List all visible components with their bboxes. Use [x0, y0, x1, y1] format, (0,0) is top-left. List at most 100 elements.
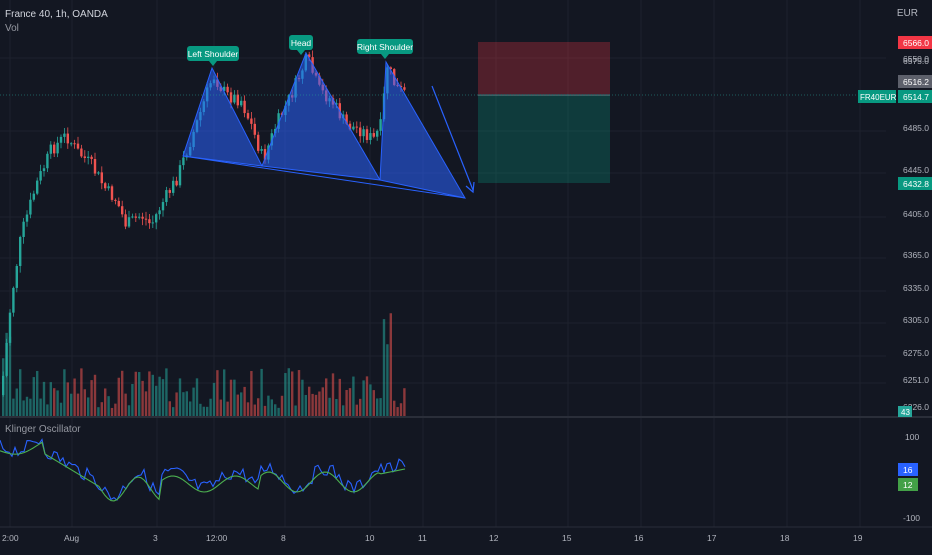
time-label: 12:00 [206, 533, 228, 543]
candle-body [131, 216, 134, 218]
volume-bar [175, 392, 178, 416]
oscillator-title[interactable]: Klinger Oscillator [5, 424, 81, 435]
label-left-shoulder[interactable]: Left Shoulder [187, 46, 239, 66]
chart-legend[interactable]: France 40, 1h, OANDA Vol [5, 8, 108, 36]
volume-bar [314, 394, 318, 416]
volume-bar [90, 380, 93, 416]
price-tick: 6335.0 [903, 283, 929, 293]
volume-bar [148, 371, 151, 416]
candle-body [97, 172, 100, 174]
price-tick: 6575.0 [903, 56, 929, 66]
volume-bar [382, 319, 386, 416]
volume-bar [226, 401, 229, 416]
volume-bar [291, 371, 294, 416]
volume-bar [182, 392, 185, 416]
pattern-triangle-head[interactable] [261, 51, 381, 181]
time-axis[interactable]: 2:00 Aug 3 12:00 8 9 10 11 12 15 16 17 1… [0, 526, 932, 543]
volume-bar [206, 406, 209, 416]
candle-body [117, 200, 120, 207]
candle-body [369, 133, 372, 140]
take-profit-zone[interactable] [478, 95, 610, 183]
volume-bar [25, 396, 29, 416]
volume-bar [42, 381, 46, 416]
stop-loss-zone[interactable] [478, 42, 610, 94]
volume-bar [376, 398, 379, 416]
price-tick: 6305.0 [903, 315, 929, 325]
target-price-label: 6432.8 [903, 179, 929, 189]
candle-body [56, 142, 59, 154]
price-tick: 6226.0 [903, 402, 929, 412]
candle-body [151, 222, 154, 224]
volume-bar [399, 403, 403, 416]
volume-bar [110, 407, 114, 416]
head-and-shoulders-pattern[interactable] [182, 51, 475, 199]
candle-body [42, 168, 46, 172]
label-right-shoulder[interactable]: Right Shoulder [357, 39, 413, 59]
candle-body [25, 214, 29, 222]
volume-bar [36, 370, 39, 416]
volume-bar [131, 383, 134, 416]
volume-bar [304, 394, 307, 416]
volume-bar [66, 382, 69, 416]
candle-body [263, 149, 267, 160]
pattern-triangle-right[interactable] [379, 60, 466, 199]
oscillator-axis[interactable]: 100 -100 16 12 [898, 432, 920, 523]
currency-label: EUR [896, 8, 918, 19]
candle-body [243, 100, 246, 114]
volume-bar [83, 389, 86, 416]
volume-bar [321, 387, 324, 416]
time-label: 15 [562, 533, 572, 543]
symbol-price-badge [898, 90, 932, 103]
time-label: 2:00 [2, 533, 19, 543]
candle-body [165, 190, 168, 203]
candle-body [345, 114, 348, 124]
short-position-tool[interactable] [478, 42, 610, 183]
candle-body [257, 134, 260, 151]
candle-body [389, 67, 392, 70]
neckline[interactable] [182, 155, 466, 199]
projection-arrow[interactable] [431, 85, 474, 191]
volume-bar [277, 407, 280, 416]
volume-bar [97, 407, 100, 416]
price-axis[interactable]: 6575.0 6550.0 6485.0 6445.0 6405.0 6365.… [858, 36, 932, 417]
volume-bar [80, 368, 83, 416]
volume-bar [325, 378, 328, 416]
candle-body [8, 312, 12, 343]
volume-bar [233, 379, 236, 416]
volume-bar [134, 371, 137, 416]
volume-bar [229, 379, 233, 416]
volume-bar [158, 376, 161, 416]
price-tick: 6485.0 [903, 123, 929, 133]
volume-bar [73, 378, 76, 416]
candle-body [12, 287, 15, 313]
candle-body [359, 127, 362, 137]
volume-badge [898, 406, 912, 417]
oscillator-pane [0, 438, 406, 502]
volume-bar [124, 393, 127, 416]
candle-body [39, 171, 42, 181]
volume-bar [114, 403, 117, 416]
projection-arrowhead-icon [465, 181, 475, 194]
candle-body [250, 118, 253, 124]
volume-bar [121, 370, 124, 416]
time-label: 16 [634, 533, 644, 543]
volume-bar [15, 388, 18, 416]
volume-bar [393, 400, 396, 416]
label-head[interactable]: Head [289, 35, 313, 55]
volume-bar [59, 402, 63, 416]
pattern-triangle-left[interactable] [182, 66, 263, 167]
candle-body [355, 126, 358, 128]
stop-price-badge [898, 36, 932, 49]
volume-bar [39, 398, 42, 416]
volume-bar [348, 388, 352, 416]
candle-body [144, 218, 148, 220]
symbol-title[interactable]: France 40, 1h, OANDA [5, 9, 108, 20]
candle-body [36, 180, 39, 194]
volume-bar [301, 379, 304, 416]
volume-bar [355, 404, 358, 416]
volume-indicator-label[interactable]: Vol [5, 23, 19, 34]
volume-bar [338, 378, 341, 416]
current-price-badge [898, 75, 932, 88]
